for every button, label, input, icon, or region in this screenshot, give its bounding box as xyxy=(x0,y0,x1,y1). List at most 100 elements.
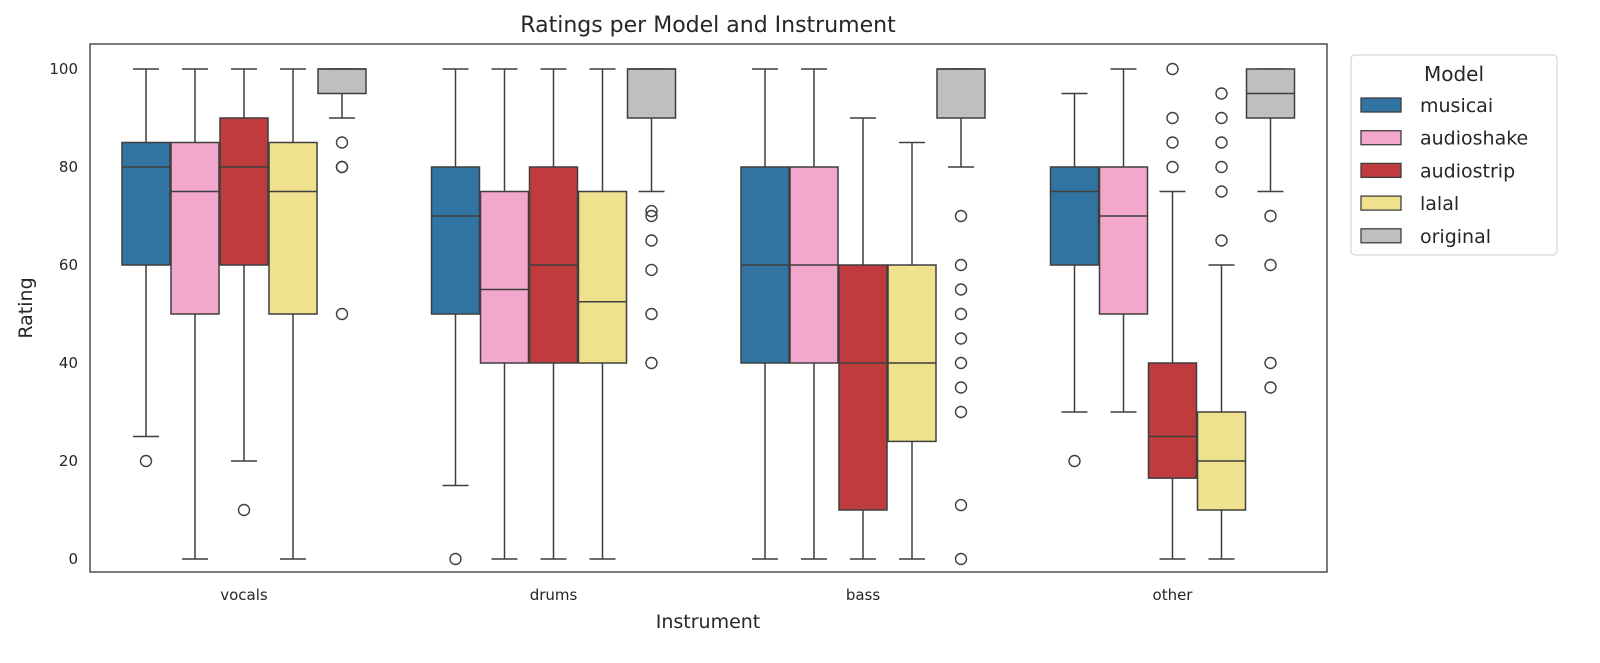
legend-label: original xyxy=(1420,226,1491,248)
box-lalal-bass xyxy=(887,141,937,560)
box-iqr xyxy=(479,190,530,364)
legend-item-musicai: musicai xyxy=(1360,95,1493,117)
outlier-point xyxy=(1264,381,1277,394)
outlier-point xyxy=(645,234,658,247)
box-audioshake-other xyxy=(1098,68,1149,413)
legend: Model musicai audioshake audiostrip lalal or… xyxy=(1350,54,1558,256)
outlier-point xyxy=(139,454,153,468)
outlier-point xyxy=(1215,136,1228,149)
box-audiostrip-bass xyxy=(838,117,888,560)
box-iqr xyxy=(838,264,888,511)
outlier-point xyxy=(335,307,349,321)
outlier-point xyxy=(335,136,349,149)
x-axis-label: Instrument xyxy=(656,611,761,633)
box-iqr xyxy=(170,141,220,315)
outlier-point xyxy=(1166,136,1179,149)
outlier-point xyxy=(1166,160,1179,174)
y-tick-label: 100 xyxy=(49,60,78,78)
box-lalal-drums xyxy=(577,68,628,560)
outlier-point xyxy=(645,307,658,321)
box-iqr xyxy=(1098,166,1149,315)
legend-label: musicai xyxy=(1420,95,1493,117)
box-lalal-other xyxy=(1196,87,1247,560)
plot-frame xyxy=(89,43,1328,573)
box-original-bass xyxy=(936,68,986,566)
outlier-point xyxy=(1166,111,1179,125)
outlier-point xyxy=(335,160,349,174)
outlier-point xyxy=(954,209,968,223)
box-lalal-vocals xyxy=(268,68,318,560)
outlier-point xyxy=(954,283,968,296)
outlier-point xyxy=(645,356,658,370)
outlier-point xyxy=(954,381,968,394)
legend-title: Model xyxy=(1424,62,1484,86)
box-iqr xyxy=(577,190,628,364)
outlier-point xyxy=(954,356,968,370)
y-tick-label: 80 xyxy=(59,158,78,176)
legend-label: audiostrip xyxy=(1420,160,1515,182)
box-audioshake-drums xyxy=(479,68,530,560)
legend-label: lalal xyxy=(1420,193,1459,215)
box-iqr xyxy=(1049,166,1100,266)
y-axis-label: Rating xyxy=(15,277,37,338)
outlier-point xyxy=(645,263,658,277)
outlier-point xyxy=(449,552,462,566)
outlier-point xyxy=(1215,160,1228,174)
box-iqr xyxy=(121,141,171,266)
box-musicai-bass xyxy=(740,68,790,560)
plot-marks xyxy=(121,62,1296,566)
legend-swatch xyxy=(1360,162,1402,179)
outlier-point xyxy=(1215,87,1228,100)
box-iqr xyxy=(268,141,318,315)
box-iqr xyxy=(219,117,269,266)
outlier-point xyxy=(1264,356,1277,370)
legend-item-original: original xyxy=(1360,226,1491,248)
box-iqr xyxy=(936,68,986,119)
y-tick-label: 20 xyxy=(59,452,78,470)
box-audiostrip-vocals xyxy=(219,68,269,517)
legend-item-lalal: lalal xyxy=(1360,193,1459,215)
outlier-point xyxy=(954,332,968,345)
box-iqr xyxy=(626,68,677,119)
x-tick-label: vocals xyxy=(220,586,268,604)
outlier-point xyxy=(1264,258,1277,272)
y-tick-label: 60 xyxy=(59,256,78,274)
box-iqr xyxy=(1147,362,1198,479)
box-audiostrip-drums xyxy=(528,68,579,560)
chart-title: Ratings per Model and Instrument xyxy=(520,13,896,38)
box-audioshake-bass xyxy=(789,68,839,560)
box-musicai-vocals xyxy=(121,68,171,468)
legend-item-audioshake: audioshake xyxy=(1360,128,1528,150)
outlier-point xyxy=(1215,185,1228,198)
x-tick-label: other xyxy=(1153,586,1194,604)
y-tick-label: 0 xyxy=(68,550,78,568)
legend-swatch xyxy=(1360,97,1402,113)
legend-swatch xyxy=(1360,228,1402,244)
outlier-point xyxy=(645,209,658,223)
y-tick-label: 40 xyxy=(59,354,78,372)
outlier-point xyxy=(954,552,968,566)
box-musicai-drums xyxy=(430,68,481,566)
outlier-point xyxy=(954,307,968,321)
outlier-point xyxy=(645,204,658,218)
x-tick-label: drums xyxy=(530,586,578,604)
box-original-drums xyxy=(626,68,677,370)
box-original-other xyxy=(1245,68,1296,394)
outlier-point xyxy=(1166,62,1179,76)
outlier-point xyxy=(1068,454,1081,468)
outlier-point xyxy=(237,503,251,517)
legend-swatch xyxy=(1360,195,1402,211)
outlier-point xyxy=(954,405,968,419)
box-musicai-other xyxy=(1049,92,1100,468)
box-iqr xyxy=(430,166,481,315)
outlier-point xyxy=(954,498,968,512)
legend-label: audioshake xyxy=(1420,128,1528,150)
box-audioshake-vocals xyxy=(170,68,220,560)
box-audiostrip-other xyxy=(1147,62,1198,560)
outlier-point xyxy=(1215,234,1228,247)
box-iqr xyxy=(317,68,367,95)
outlier-point xyxy=(1215,111,1228,125)
box-original-vocals xyxy=(317,68,367,321)
legend-item-audiostrip: audiostrip xyxy=(1360,160,1515,182)
